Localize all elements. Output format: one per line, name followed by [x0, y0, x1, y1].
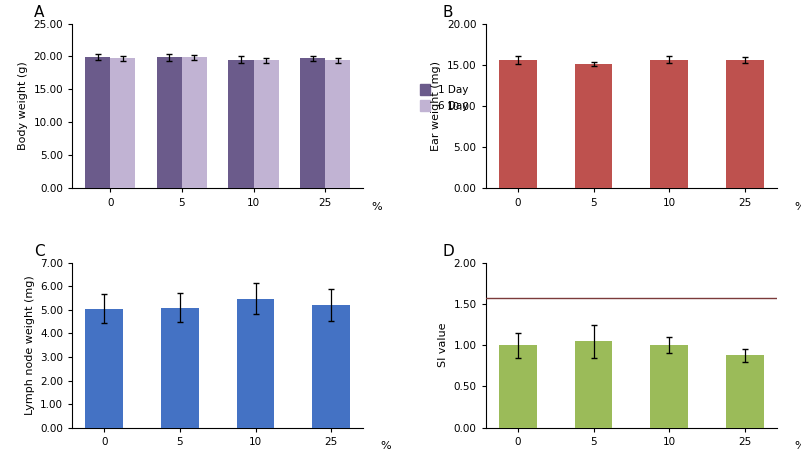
Bar	[325, 61, 350, 188]
Bar	[182, 57, 207, 188]
Y-axis label: SI value: SI value	[438, 323, 448, 368]
Text: %: %	[794, 441, 801, 451]
Text: C: C	[34, 244, 45, 259]
Text: A: A	[34, 5, 45, 20]
Bar	[228, 60, 253, 188]
Text: %: %	[794, 202, 801, 212]
Bar	[253, 61, 279, 188]
Text: %: %	[380, 441, 391, 451]
Bar	[650, 60, 688, 188]
Bar	[236, 298, 275, 428]
Bar	[86, 309, 123, 428]
Bar	[726, 60, 763, 188]
Bar	[161, 307, 199, 428]
Bar	[111, 58, 135, 188]
Bar	[157, 57, 182, 188]
Bar	[86, 57, 111, 188]
Bar	[726, 355, 763, 428]
Bar	[499, 345, 537, 428]
Y-axis label: Lymph node weight (mg): Lymph node weight (mg)	[25, 275, 34, 415]
Text: %: %	[372, 202, 382, 212]
Text: B: B	[442, 5, 453, 20]
Y-axis label: Body weight (g): Body weight (g)	[18, 62, 28, 150]
Legend: 1 Day, 6 Day: 1 Day, 6 Day	[420, 84, 469, 111]
Bar	[574, 341, 613, 428]
Bar	[650, 345, 688, 428]
Bar	[300, 58, 325, 188]
Bar	[574, 64, 613, 188]
Y-axis label: Ear weight (mg): Ear weight (mg)	[432, 61, 441, 151]
Text: D: D	[442, 244, 453, 259]
Bar	[312, 305, 350, 428]
Bar	[499, 60, 537, 188]
